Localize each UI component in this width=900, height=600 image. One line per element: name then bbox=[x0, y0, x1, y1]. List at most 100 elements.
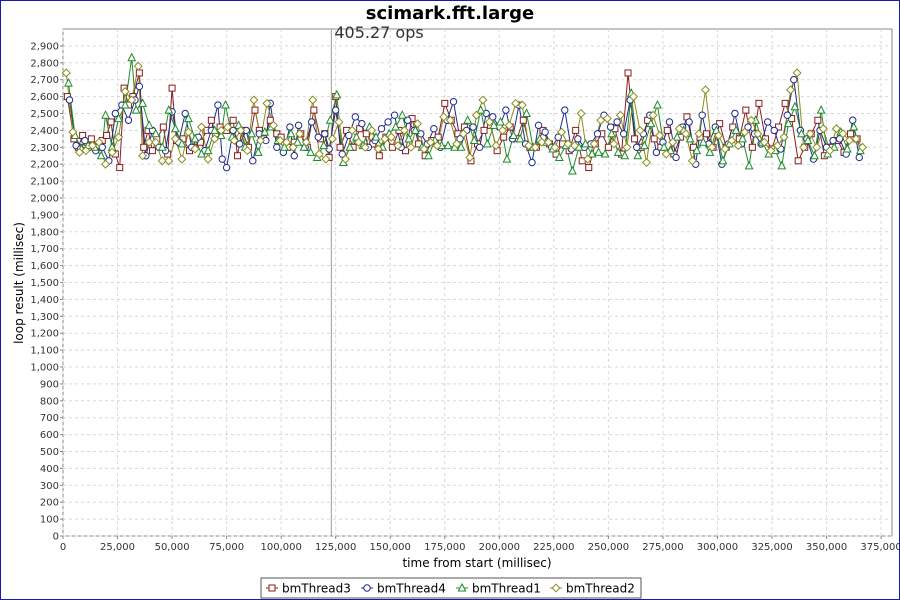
data-point-triangle bbox=[127, 52, 137, 62]
data-point-triangle bbox=[423, 150, 433, 160]
data-point-circle bbox=[835, 135, 844, 143]
data-point-circle bbox=[528, 158, 536, 167]
data-point-triangle bbox=[495, 116, 505, 126]
data-point-diamond bbox=[87, 141, 97, 151]
data-point-diamond bbox=[818, 124, 828, 134]
data-point-diamond bbox=[674, 124, 684, 134]
data-point-circle bbox=[81, 136, 89, 145]
data-point-diamond bbox=[354, 137, 364, 147]
data-point-diamond bbox=[537, 137, 547, 147]
data-point-diamond bbox=[190, 144, 200, 154]
y-tick-label: 1,000 bbox=[30, 363, 59, 374]
data-point-diamond bbox=[144, 137, 154, 147]
data-point-triangle bbox=[410, 125, 420, 134]
data-point-diamond bbox=[530, 142, 540, 152]
data-point-diamond bbox=[236, 125, 246, 135]
grid-lines bbox=[62, 29, 892, 537]
data-point-diamond bbox=[746, 115, 756, 125]
ops-marker-label: 405.27 ops bbox=[334, 23, 423, 42]
data-point-diamond bbox=[262, 98, 272, 108]
data-point-diamond bbox=[360, 142, 370, 152]
data-point-diamond bbox=[511, 98, 521, 108]
data-point-square bbox=[229, 116, 237, 124]
x-tick-label: 100,000 bbox=[260, 542, 301, 553]
data-point-triangle bbox=[280, 142, 289, 151]
y-tick-label: 1,700 bbox=[30, 244, 59, 255]
data-point-diamond bbox=[543, 137, 553, 147]
data-point-circle bbox=[665, 118, 674, 126]
data-point-diamond bbox=[576, 108, 586, 119]
data-point-triangle bbox=[777, 160, 787, 170]
data-point-triangle bbox=[332, 89, 342, 99]
series-layer bbox=[61, 52, 868, 175]
data-point-triangle bbox=[744, 160, 754, 170]
data-point-square bbox=[135, 69, 143, 77]
data-point-diamond bbox=[255, 136, 265, 146]
data-point-diamond bbox=[282, 137, 292, 147]
data-point-triangle bbox=[567, 165, 577, 175]
data-point-diamond bbox=[524, 141, 534, 151]
data-point-circle bbox=[502, 106, 510, 114]
data-point-diamond bbox=[583, 154, 593, 164]
data-point-circle bbox=[98, 143, 106, 152]
data-point-triangle bbox=[151, 128, 161, 138]
data-point-diamond bbox=[314, 149, 324, 159]
data-point-diamond bbox=[478, 95, 488, 105]
data-point-triangle bbox=[260, 126, 270, 136]
data-point-square bbox=[650, 135, 658, 143]
data-point-diamond bbox=[242, 146, 252, 156]
data-point-circle bbox=[181, 109, 189, 118]
data-point-diamond bbox=[275, 136, 285, 146]
data-point-diamond bbox=[628, 92, 638, 102]
data-point-triangle bbox=[131, 105, 141, 114]
data-point-circle bbox=[377, 125, 386, 133]
data-point-diamond bbox=[216, 125, 226, 135]
data-point-diamond bbox=[432, 141, 442, 151]
data-point-square bbox=[624, 69, 632, 77]
data-point-circle bbox=[672, 153, 680, 162]
data-point-circle bbox=[744, 123, 752, 131]
y-tick-label: 2,500 bbox=[30, 109, 59, 120]
data-point-triangle bbox=[114, 113, 124, 123]
x-tick-label: 150,000 bbox=[370, 542, 411, 553]
data-point-triangle bbox=[659, 142, 669, 151]
data-point-diamond bbox=[177, 154, 187, 164]
data-point-diamond bbox=[183, 127, 193, 137]
data-point-triangle bbox=[64, 77, 73, 87]
data-point-square bbox=[604, 143, 612, 151]
y-tick-label: 1,600 bbox=[30, 261, 59, 272]
data-point-diamond bbox=[831, 124, 841, 134]
data-point-circle bbox=[384, 118, 392, 126]
data-point-circle bbox=[135, 82, 144, 91]
y-tick-label: 2,000 bbox=[30, 194, 59, 205]
data-point-triangle bbox=[397, 110, 407, 119]
data-point-diamond bbox=[249, 95, 259, 105]
data-point-square bbox=[116, 164, 124, 172]
x-axis-title: time from start (millisec) bbox=[402, 556, 551, 570]
chart-title: scimark.fft.large bbox=[366, 3, 534, 24]
data-point-diamond bbox=[589, 139, 599, 149]
data-point-diamond bbox=[308, 95, 318, 105]
data-point-triangle bbox=[849, 121, 859, 131]
data-point-triangle bbox=[783, 118, 793, 128]
data-point-diamond bbox=[825, 146, 835, 156]
data-point-circle bbox=[534, 121, 543, 130]
data-point-triangle bbox=[345, 142, 355, 151]
data-point-diamond bbox=[321, 154, 331, 164]
data-point-triangle bbox=[685, 133, 695, 143]
data-point-triangle bbox=[692, 145, 702, 155]
data-point-triangle bbox=[319, 140, 329, 150]
data-point-triangle bbox=[613, 147, 623, 156]
data-point-diamond bbox=[406, 142, 416, 152]
data-point-circle bbox=[363, 584, 371, 592]
data-point-diamond bbox=[851, 134, 861, 144]
y-tick-label: 1,400 bbox=[30, 295, 59, 306]
data-point-triangle bbox=[581, 138, 590, 148]
y-tick-label: 1,100 bbox=[30, 346, 59, 357]
data-point-diamond bbox=[668, 137, 678, 147]
data-point-diamond bbox=[269, 120, 279, 130]
y-tick-label: 500 bbox=[40, 447, 59, 458]
data-point-triangle bbox=[515, 133, 525, 143]
x-tick-label: 325,000 bbox=[751, 542, 792, 553]
